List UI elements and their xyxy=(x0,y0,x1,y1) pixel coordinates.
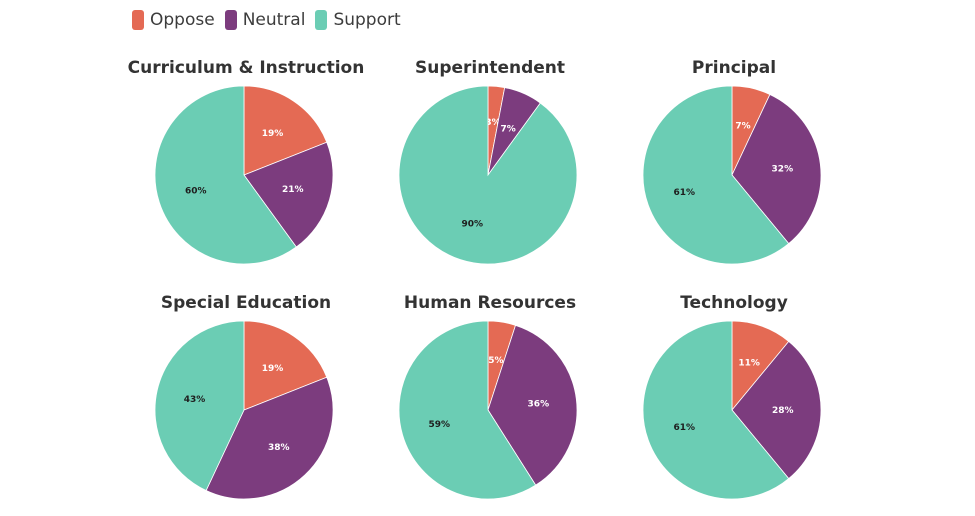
pie-slice-human-resources-neutral xyxy=(487,324,578,486)
slice-label-technology-neutral: 28% xyxy=(772,406,794,416)
legend-label-support: Support xyxy=(333,10,401,30)
legend-label-neutral: Neutral xyxy=(242,10,306,30)
pie-title-human-resources: Human Resources xyxy=(404,293,576,313)
slice-label-technology-oppose: 11% xyxy=(738,358,760,368)
slice-label-curriculum-and-instruction-oppose: 19% xyxy=(262,129,284,139)
slice-label-superintendent-oppose: 3% xyxy=(485,118,500,128)
slice-label-curriculum-and-instruction-neutral: 21% xyxy=(282,185,304,195)
pie-title-principal: Principal xyxy=(692,58,776,78)
pie-slice-curriculum-and-instruction-neutral xyxy=(243,141,334,248)
pie-title-technology: Technology xyxy=(680,293,788,313)
legend-swatch-support xyxy=(315,10,328,30)
slice-label-human-resources-support: 59% xyxy=(429,420,451,430)
pie-special-education: Special Education 19% 38% 43% xyxy=(154,293,334,500)
pie-title-curriculum-and-instruction: Curriculum & Instruction xyxy=(128,58,365,78)
pie-slice-technology-support xyxy=(642,320,790,500)
slice-label-technology-support: 61% xyxy=(673,423,695,433)
slice-label-superintendent-neutral: 7% xyxy=(501,124,516,134)
slice-label-principal-neutral: 32% xyxy=(772,165,794,175)
pie-principal: Principal 7% 32% 61% xyxy=(642,58,822,265)
pie-technology: Technology 11% 28% 61% xyxy=(642,293,822,500)
pie-curriculum-and-instruction: Curriculum & Instruction 19% 21% 60% xyxy=(128,58,365,265)
slice-label-principal-support: 61% xyxy=(673,188,695,198)
slice-label-human-resources-neutral: 36% xyxy=(528,400,550,410)
pie-slice-curriculum-and-instruction-oppose xyxy=(243,85,328,176)
legend-label-oppose: Oppose xyxy=(150,10,215,30)
pie-slice-human-resources-support xyxy=(398,320,537,500)
slice-label-special-education-neutral: 38% xyxy=(268,443,290,453)
slice-label-special-education-oppose: 19% xyxy=(262,364,284,374)
legend-item-oppose: Oppose xyxy=(132,10,215,30)
slice-label-special-education-support: 43% xyxy=(184,395,206,405)
pie-slice-curriculum-and-instruction-support xyxy=(154,85,297,265)
legend-swatch-neutral xyxy=(224,10,237,30)
legend-item-support: Support xyxy=(315,10,401,30)
pie-title-special-education: Special Education xyxy=(161,293,331,313)
pie-slice-technology-neutral xyxy=(731,340,822,480)
legend-swatch-oppose xyxy=(132,10,144,30)
pie-slice-principal-neutral xyxy=(731,93,822,245)
pie-slice-special-education-oppose xyxy=(243,320,328,411)
legend: Oppose Neutral Support xyxy=(132,10,401,30)
pie-slice-special-education-neutral xyxy=(205,376,334,500)
pie-slice-special-education-support xyxy=(154,320,245,492)
pie-slice-principal-support xyxy=(642,85,790,265)
pie-human-resources: Human Resources 5% 36% 59% xyxy=(398,293,578,500)
slice-label-principal-oppose: 7% xyxy=(735,121,750,131)
slice-label-human-resources-oppose: 5% xyxy=(488,356,503,366)
legend-item-neutral: Neutral xyxy=(224,10,306,30)
slice-label-superintendent-support: 90% xyxy=(462,219,484,229)
pie-slice-superintendent-support xyxy=(398,85,578,265)
pie-superintendent: Superintendent 3%7% 90% xyxy=(398,58,578,265)
pie-title-superintendent: Superintendent xyxy=(415,58,565,78)
slice-label-curriculum-and-instruction-support: 60% xyxy=(185,187,207,197)
